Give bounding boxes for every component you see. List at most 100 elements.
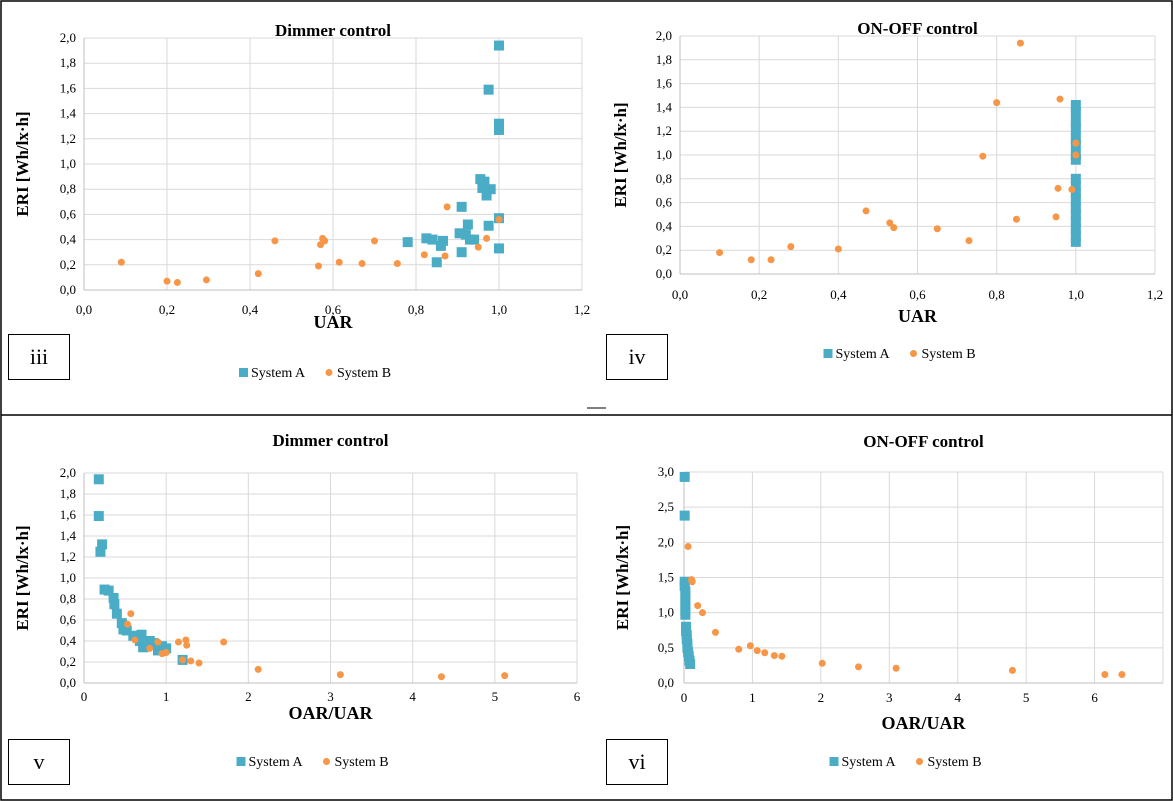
point-system-a bbox=[148, 638, 159, 649]
point-system-b bbox=[886, 219, 894, 227]
point-system-b bbox=[778, 652, 786, 660]
point-system-a bbox=[456, 201, 467, 212]
y-tick-label: 1,2 bbox=[60, 131, 76, 146]
x-tick-label: 0,2 bbox=[159, 302, 175, 317]
point-system-b bbox=[787, 243, 795, 251]
y-tick-label: 0,4 bbox=[60, 633, 77, 648]
y-tick-label: 3,0 bbox=[658, 464, 674, 479]
point-system-b bbox=[1054, 184, 1062, 192]
point-system-a bbox=[477, 182, 488, 193]
y-tick-label: 0,0 bbox=[60, 675, 76, 690]
x-tick-label: 0,2 bbox=[751, 287, 767, 302]
point-system-b bbox=[1016, 39, 1024, 47]
point-system-b bbox=[336, 671, 344, 679]
panel-label-vi: vi bbox=[606, 739, 668, 785]
point-system-b bbox=[314, 262, 322, 270]
y-tick-label: 1,2 bbox=[656, 123, 672, 138]
point-system-b bbox=[1072, 139, 1080, 147]
chart-v: 0,0 0,2 0,4 0,6 0,8 1,0 1,2 1,4 1,6 1,8 2,0 0 1 2 3 4 5 6… bbox=[13, 431, 581, 770]
point-system-a bbox=[121, 625, 132, 636]
point-system-a bbox=[456, 247, 467, 258]
y-tick-label: 2,5 bbox=[658, 499, 674, 514]
point-system-a bbox=[1070, 188, 1081, 199]
x-tick-label: 1,0 bbox=[1068, 287, 1084, 302]
chart-iii: 0,0 0,2 0,4 0,6 0,8 1,0 1,2 1,4 1,6 1,8 2,0 0,0 0,2 0… bbox=[13, 21, 590, 381]
point-system-b bbox=[117, 258, 125, 266]
y-tick-label: 1,8 bbox=[60, 486, 76, 501]
y-tick-label: 1,8 bbox=[656, 52, 672, 67]
point-system-b bbox=[854, 663, 862, 671]
y-tick-label: 0,0 bbox=[658, 675, 674, 690]
y-axis-label: ERI [Wh/lx·h] bbox=[611, 102, 630, 207]
x-tick-label: 4 bbox=[409, 689, 416, 704]
point-system-b bbox=[862, 207, 870, 215]
point-system-a bbox=[116, 618, 127, 629]
legend-marker-system-a bbox=[239, 368, 248, 377]
point-system-b bbox=[747, 256, 755, 264]
y-tick-label: 1,6 bbox=[60, 80, 77, 95]
y-tick-label: 0,8 bbox=[60, 181, 76, 196]
point-system-a bbox=[494, 124, 504, 135]
point-system-b bbox=[818, 659, 826, 667]
point-system-b bbox=[965, 237, 973, 245]
point-system-b bbox=[474, 243, 482, 251]
y-tick-label: 0,4 bbox=[656, 218, 673, 233]
point-system-b bbox=[501, 672, 509, 680]
point-system-a bbox=[108, 592, 119, 603]
point-system-b bbox=[767, 256, 775, 264]
x-tick-label: 5 bbox=[1023, 690, 1030, 705]
y-tick-label: 0,5 bbox=[658, 640, 674, 655]
legend-label-system-b: System B bbox=[335, 755, 389, 770]
point-system-a bbox=[1070, 209, 1081, 220]
point-system-a bbox=[97, 539, 108, 550]
point-system-b bbox=[684, 543, 692, 551]
legend-label-system-b: System B bbox=[928, 755, 982, 770]
point-system-b bbox=[174, 638, 182, 646]
point-system-a bbox=[679, 580, 690, 591]
point-system-b bbox=[746, 642, 754, 650]
point-system-a bbox=[494, 243, 504, 254]
point-system-b bbox=[182, 636, 190, 644]
point-system-b bbox=[358, 260, 366, 268]
point-system-a bbox=[1070, 154, 1081, 165]
y-tick-label: 1,0 bbox=[656, 147, 672, 162]
y-tick-label: 0,6 bbox=[60, 612, 77, 627]
point-system-a bbox=[1070, 180, 1081, 191]
point-system-b bbox=[220, 638, 228, 646]
point-system-a bbox=[685, 659, 696, 670]
point-system-a bbox=[485, 184, 496, 195]
point-system-b bbox=[146, 644, 154, 652]
point-system-a bbox=[134, 636, 145, 646]
y-tick-label: 1,4 bbox=[60, 106, 77, 121]
x-tick-label: 1 bbox=[749, 690, 756, 705]
x-tick-label: 4 bbox=[954, 690, 961, 705]
point-system-b bbox=[335, 258, 343, 266]
point-system-a bbox=[454, 228, 465, 239]
legend-marker-system-a bbox=[829, 757, 839, 766]
y-tick-label: 0,8 bbox=[656, 171, 672, 186]
point-system-a bbox=[680, 590, 691, 601]
y-tick-label: 1,6 bbox=[60, 507, 77, 522]
x-tick-label: 0,6 bbox=[909, 287, 926, 302]
point-system-a bbox=[1070, 195, 1081, 206]
y-tick-label: 0,2 bbox=[60, 257, 76, 272]
point-system-b bbox=[1068, 186, 1076, 194]
y-tick-label: 0,2 bbox=[60, 654, 76, 669]
point-system-a bbox=[111, 608, 122, 619]
x-axis-label: UAR bbox=[898, 306, 938, 326]
y-tick-label: 1,2 bbox=[60, 549, 76, 564]
x-tick-label: 1,2 bbox=[574, 302, 590, 317]
x-axis-label: UAR bbox=[314, 312, 354, 332]
point-system-b bbox=[1056, 95, 1064, 103]
point-system-a bbox=[1070, 223, 1081, 234]
point-system-b bbox=[179, 656, 187, 664]
y-tick-label: 1,0 bbox=[60, 156, 76, 171]
x-tick-label: 1 bbox=[163, 689, 170, 704]
x-tick-label: 0,0 bbox=[672, 287, 688, 302]
panel-vi: 0,0 0,5 1,0 1,5 2,0 2,5 3,0 0 1 2 3 4 5 6 ON-OFF contr… bbox=[588, 417, 1173, 801]
point-system-a bbox=[402, 237, 413, 248]
point-system-a bbox=[460, 229, 471, 240]
panel-label-v: v bbox=[8, 739, 70, 785]
legend-marker-system-a bbox=[236, 757, 246, 766]
